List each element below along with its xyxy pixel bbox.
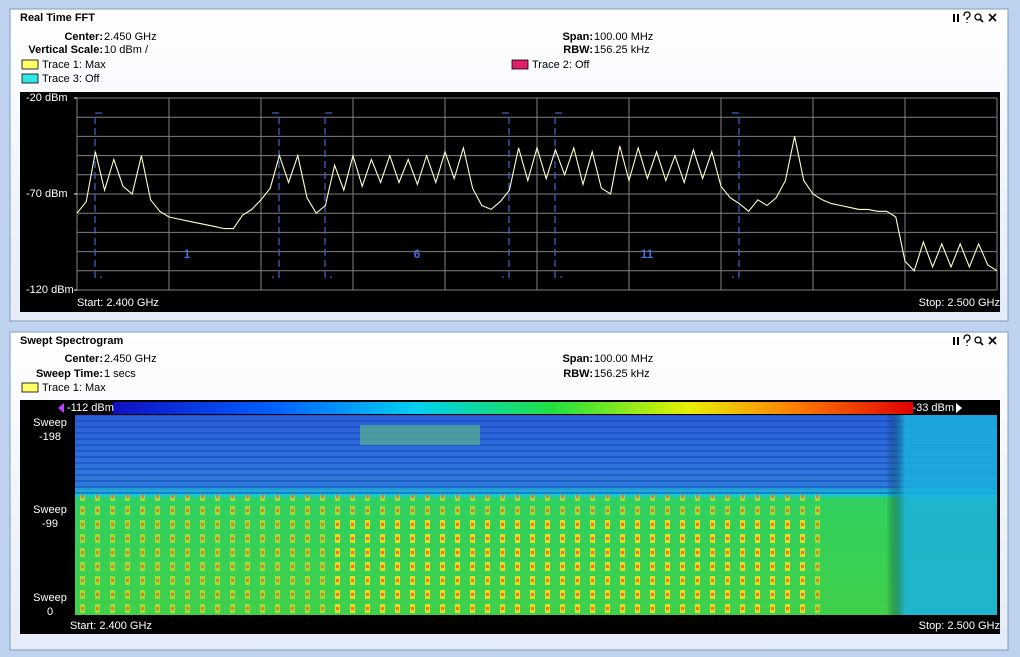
info-label: Center: [64,31,103,43]
zoom-button[interactable] [979,341,984,346]
zoom-button[interactable] [979,18,984,23]
zoom-button[interactable] [974,336,982,344]
trace-label: Trace 1: Max [42,382,106,394]
info-value: 100.00 MHz [594,31,653,43]
help-button[interactable] [963,334,971,346]
sweep-label: Sweep [33,504,67,516]
channel-bracket [94,112,280,278]
trace-swatch [21,382,39,393]
close-button[interactable] [988,13,997,22]
info-value: 2.450 GHz [104,353,157,365]
info-label: Span: [562,353,593,365]
info-label: Center: [64,353,103,365]
sweep-index: -198 [39,431,61,443]
colorbar [113,402,913,414]
window-controls[interactable] [953,11,997,346]
y-tick-label: -20 dBm [26,92,68,104]
pause-button[interactable] [957,14,959,22]
channel-label: 1 [184,247,191,261]
channel-bracket [554,112,740,278]
info-label: Vertical Scale: [28,44,103,56]
sweep-label: Sweep [33,417,67,429]
help-button[interactable] [963,11,971,23]
sweep-label: Sweep [33,592,67,604]
colorbar-left-arrow [58,403,64,413]
info-label: Sweep Time: [36,368,103,380]
info-label: RBW: [563,368,593,380]
x-stop-label: Stop: 2.500 GHz [919,620,1000,632]
trace-label: Trace 2: Off [532,59,590,71]
sweep-index: -99 [42,518,58,530]
info-label: Span: [562,31,593,43]
y-tick-label: -120 dBm [26,284,74,296]
trace-label: Trace 1: Max [42,59,106,71]
trace-label: Trace 3: Off [42,73,100,85]
window-title: Real Time FFT [20,12,95,24]
trace-swatch [21,73,39,84]
pause-button[interactable] [953,14,955,22]
close-button[interactable] [988,336,997,345]
sweep-index: 0 [47,606,53,618]
x-start-label: Start: 2.400 GHz [77,297,159,309]
x-start-label: Start: 2.400 GHz [70,620,152,632]
colorbar-right-arrow [956,403,962,413]
info-label: RBW: [563,44,593,56]
trace-swatch [21,59,39,70]
zoom-button[interactable] [974,13,982,21]
channel-label: 11 [641,247,654,261]
info-value: 2.450 GHz [104,31,157,43]
pause-button[interactable] [957,337,959,345]
colorbar-min-label: -112 dBm [67,402,114,414]
info-value: 156.25 kHz [594,44,650,56]
x-stop-label: Stop: 2.500 GHz [919,297,1000,309]
info-value: 100.00 MHz [594,353,653,365]
trace-line [76,136,998,272]
pause-button[interactable] [953,337,955,345]
info-value: 156.25 kHz [594,368,650,380]
window-title: Swept Spectrogram [20,335,124,347]
info-value: 10 dBm / [104,44,149,56]
spectrogram-image [75,415,997,615]
colorbar-max-label: -33 dBm [912,402,954,414]
fft-plot-area [20,92,1000,312]
channel-label: 6 [414,247,421,261]
channel-bracket [324,112,510,278]
trace-swatch [511,59,529,70]
y-tick-label: -70 dBm [26,188,68,200]
info-value: 1 secs [104,368,136,380]
